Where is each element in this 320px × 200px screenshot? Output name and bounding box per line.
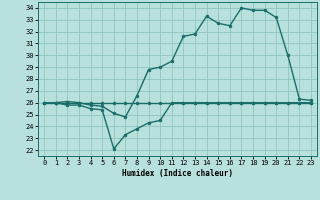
X-axis label: Humidex (Indice chaleur): Humidex (Indice chaleur) [122,169,233,178]
